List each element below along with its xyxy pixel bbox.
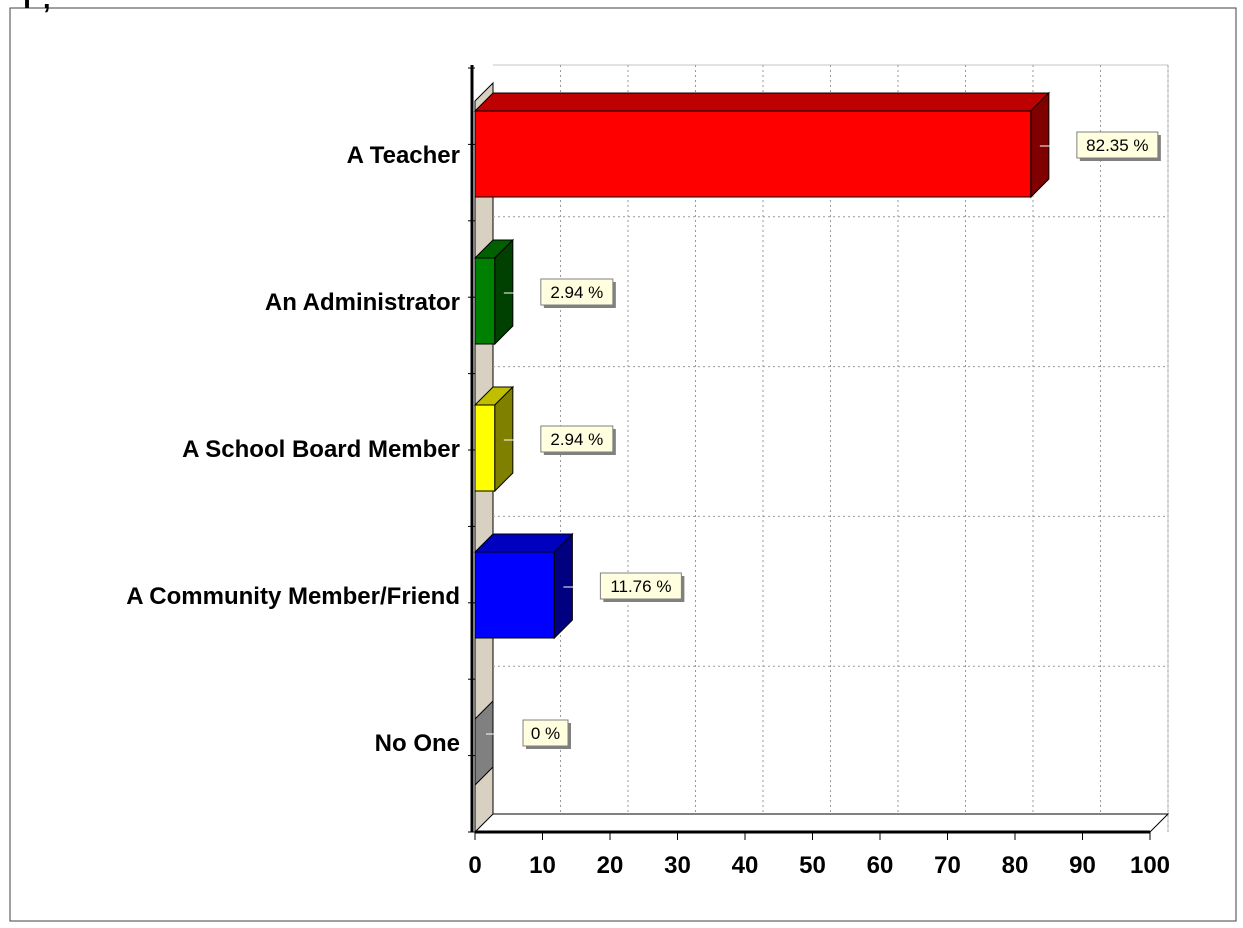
bar-side-face — [494, 238, 514, 346]
x-tick-label: 30 — [664, 852, 691, 879]
bar-side-face — [494, 385, 514, 493]
category-label: A School Board Member — [182, 436, 460, 463]
chart-floor — [473, 813, 1170, 833]
chart-title: Y , — [18, 0, 51, 14]
bar-3 — [473, 532, 574, 640]
bar-front-face — [474, 110, 1032, 198]
x-tick-label: 90 — [1069, 852, 1096, 879]
data-label: 2.94 % — [550, 430, 603, 449]
category-label: A Community Member/Friend — [126, 583, 460, 610]
bar-front-face — [474, 257, 496, 345]
data-label: 11.76 % — [610, 577, 671, 596]
x-tick-label: 60 — [867, 852, 894, 879]
data-label: 82.35 % — [1086, 136, 1148, 155]
x-tick-label: 70 — [934, 852, 961, 879]
category-label: A Teacher — [347, 142, 460, 169]
data-label-box — [599, 572, 682, 600]
data-label: 0 % — [531, 724, 560, 743]
x-tick-label: 0 — [468, 852, 481, 879]
bar-front-face — [474, 551, 555, 639]
data-label-box — [540, 278, 614, 306]
x-tick-label: 20 — [597, 852, 624, 879]
data-label-box — [522, 719, 569, 747]
bar-front-face — [474, 404, 496, 492]
data-label-box — [540, 425, 614, 453]
bar-side-face — [1030, 91, 1050, 199]
x-tick-label: 50 — [799, 852, 826, 879]
data-label: 2.94 % — [550, 283, 603, 302]
category-label: An Administrator — [265, 289, 460, 316]
x-tick-label: 100 — [1130, 852, 1170, 879]
data-label-box — [1076, 131, 1159, 159]
bar-top-face — [473, 92, 1051, 112]
bar-1 — [473, 238, 515, 346]
bar-2 — [473, 385, 515, 493]
x-tick-label: 80 — [1002, 852, 1029, 879]
bar-4 — [474, 699, 494, 787]
bar-zero-face — [474, 699, 494, 787]
bar-0 — [473, 91, 1051, 199]
x-tick-label: 40 — [732, 852, 759, 879]
chart-border — [9, 7, 1237, 922]
bar-side-face — [553, 532, 573, 640]
x-tick-label: 10 — [529, 852, 556, 879]
category-label: No One — [375, 730, 460, 757]
